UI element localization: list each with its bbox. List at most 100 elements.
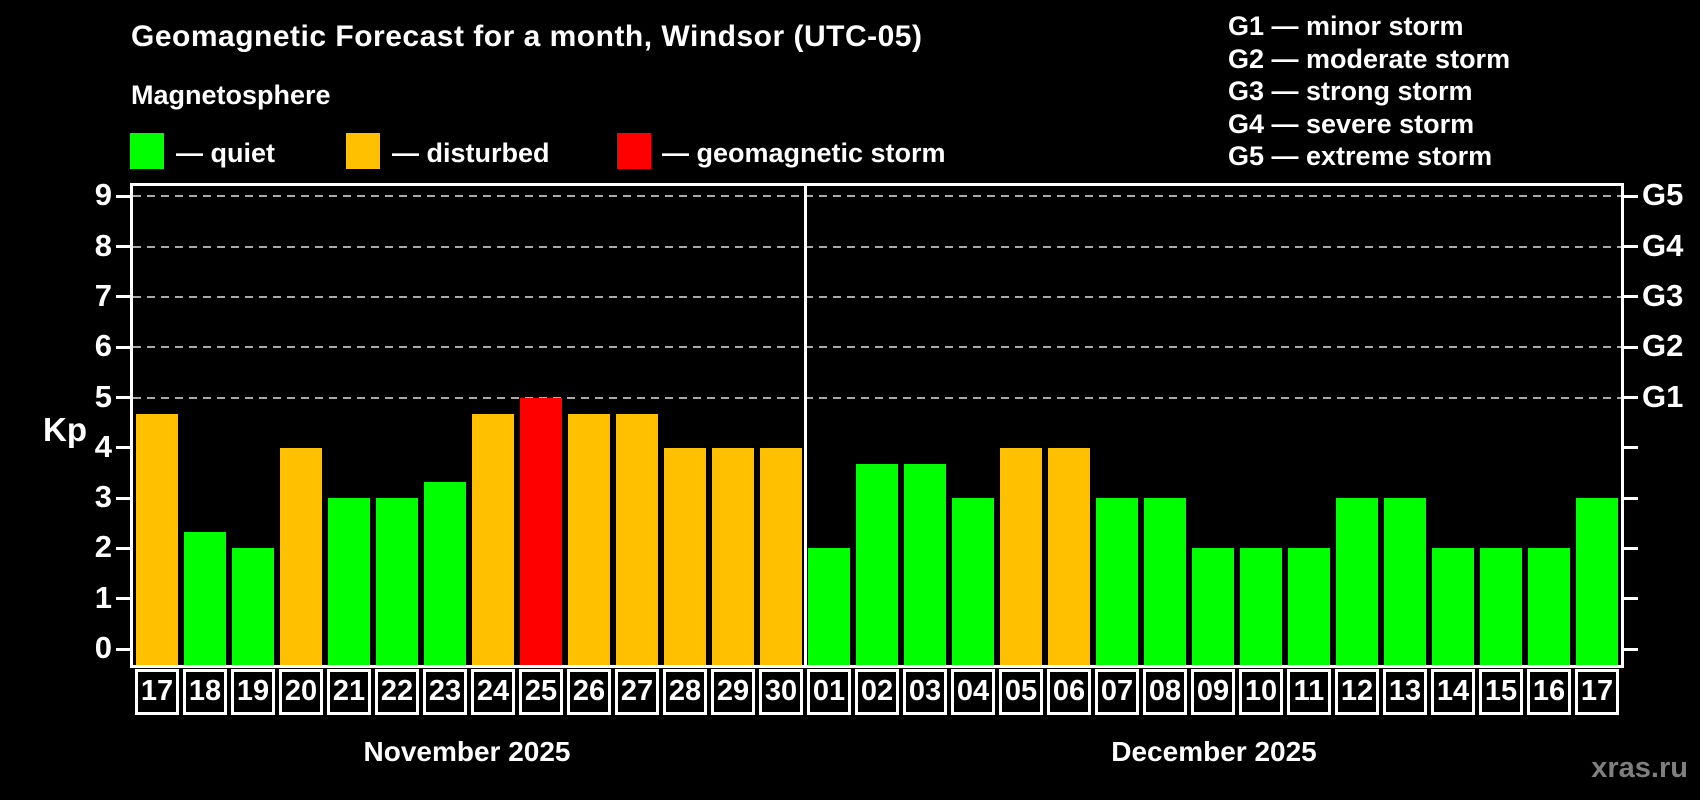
y-tick-right [1624, 245, 1638, 249]
day-label: 27 [615, 669, 659, 715]
y-tick-label: 9 [94, 177, 112, 213]
kp-bar [1000, 447, 1042, 665]
gridline-kp6 [133, 346, 1621, 349]
g-scale-label: G1 [1642, 378, 1684, 414]
kp-bar [1288, 548, 1330, 665]
y-tick-left [116, 295, 130, 299]
g-legend-item: G3 — strong storm [1228, 76, 1473, 106]
day-label: 10 [1239, 669, 1283, 715]
day-label: 07 [1095, 669, 1139, 715]
day-label: 23 [423, 669, 467, 715]
kp-bar [616, 414, 658, 665]
y-tick-right [1624, 345, 1638, 349]
y-tick-left [116, 597, 130, 601]
kp-bar [1528, 548, 1570, 665]
y-tick-label: 4 [94, 428, 112, 464]
legend-label-storm: — geomagnetic storm [662, 138, 946, 168]
day-label: 14 [1431, 669, 1475, 715]
day-label: 11 [1287, 669, 1331, 715]
g-scale-label: G5 [1642, 177, 1684, 213]
day-label: 17 [1575, 669, 1619, 715]
kp-bar [1432, 548, 1474, 665]
kp-bar [136, 414, 178, 665]
g-legend-item: G2 — moderate storm [1228, 43, 1511, 74]
day-label: 03 [903, 669, 947, 715]
y-tick-right [1624, 496, 1638, 500]
page-title: Geomagnetic Forecast for a month, Windso… [131, 20, 923, 53]
kp-bar [856, 464, 898, 665]
day-label: 16 [1527, 669, 1571, 715]
day-label: 09 [1191, 669, 1235, 715]
day-label: 21 [327, 669, 371, 715]
kp-bar [1240, 548, 1282, 665]
y-tick-left [116, 647, 130, 651]
g-legend-item: G5 — extreme storm [1228, 141, 1493, 171]
y-tick-right [1624, 194, 1638, 198]
y-tick-right [1624, 295, 1638, 299]
gridline-kp5 [133, 396, 1621, 399]
y-tick-left [116, 194, 130, 198]
day-label: 17 [135, 669, 179, 715]
day-label: 04 [951, 669, 995, 715]
y-tick-left [116, 396, 130, 399]
kp-bar [280, 447, 322, 665]
y-tick-left [116, 496, 130, 500]
g-scale-label: G2 [1642, 328, 1684, 364]
storm-color-swatch [617, 133, 651, 169]
day-label: 01 [807, 669, 851, 715]
day-label: 19 [231, 669, 275, 715]
kp-bar [1192, 548, 1234, 665]
month-separator [803, 186, 807, 665]
day-label: 25 [519, 669, 563, 715]
y-tick-label: 5 [94, 378, 112, 414]
y-tick-label: 0 [94, 630, 112, 665]
y-tick-label: 6 [94, 328, 112, 364]
day-label: 08 [1143, 669, 1187, 715]
kp-bar [1048, 447, 1090, 665]
kp-bar [1576, 498, 1618, 665]
y-tick-left [116, 546, 130, 550]
y-tick-label: 7 [94, 277, 112, 313]
legend-label-disturbed: — disturbed [392, 138, 550, 168]
day-label: 13 [1383, 669, 1427, 715]
kp-bar [328, 498, 370, 665]
day-label: 26 [567, 669, 611, 715]
kp-bar [232, 548, 274, 665]
chart-subtitle: Magnetosphere [131, 80, 331, 110]
legend-label-quiet: — quiet [176, 138, 275, 168]
y-tick-label: 3 [94, 479, 112, 515]
y-tick-right [1624, 446, 1638, 450]
y-tick-right [1624, 396, 1638, 399]
gridline-kp9 [133, 195, 1621, 198]
watermark: xras.ru [1591, 752, 1688, 784]
month-label-november: November 2025 [363, 736, 571, 767]
g-legend-item: G1 — minor storm [1228, 11, 1464, 41]
y-tick-right [1624, 546, 1638, 550]
day-label: 05 [999, 669, 1043, 715]
g-scale-label: G3 [1642, 277, 1684, 313]
gridline-kp8 [133, 245, 1621, 248]
kp-bar [760, 447, 802, 665]
kp-bar [1384, 498, 1426, 665]
day-label: 24 [471, 669, 515, 715]
g-legend-item: G4 — severe storm [1228, 108, 1475, 139]
y-tick-label: 2 [94, 529, 112, 565]
kp-bar [952, 498, 994, 665]
month-label-december: December 2025 [1111, 736, 1317, 767]
y-tick-label: 1 [94, 579, 112, 615]
y-tick-left [116, 345, 130, 349]
disturbed-color-swatch [346, 133, 380, 169]
day-label: 29 [711, 669, 755, 715]
gridline-kp7 [133, 295, 1621, 298]
kp-bar [1144, 498, 1186, 665]
day-label: 12 [1335, 669, 1379, 715]
kp-bar [712, 447, 754, 665]
y-tick-left [116, 245, 130, 249]
kp-bar [472, 414, 514, 665]
g-scale-legend: G1 — minor storm G2 — moderate storm G3 … [1228, 10, 1510, 173]
kp-bar [808, 548, 850, 665]
quiet-color-swatch [130, 133, 164, 169]
day-label: 22 [375, 669, 419, 715]
kp-bar [568, 414, 610, 665]
